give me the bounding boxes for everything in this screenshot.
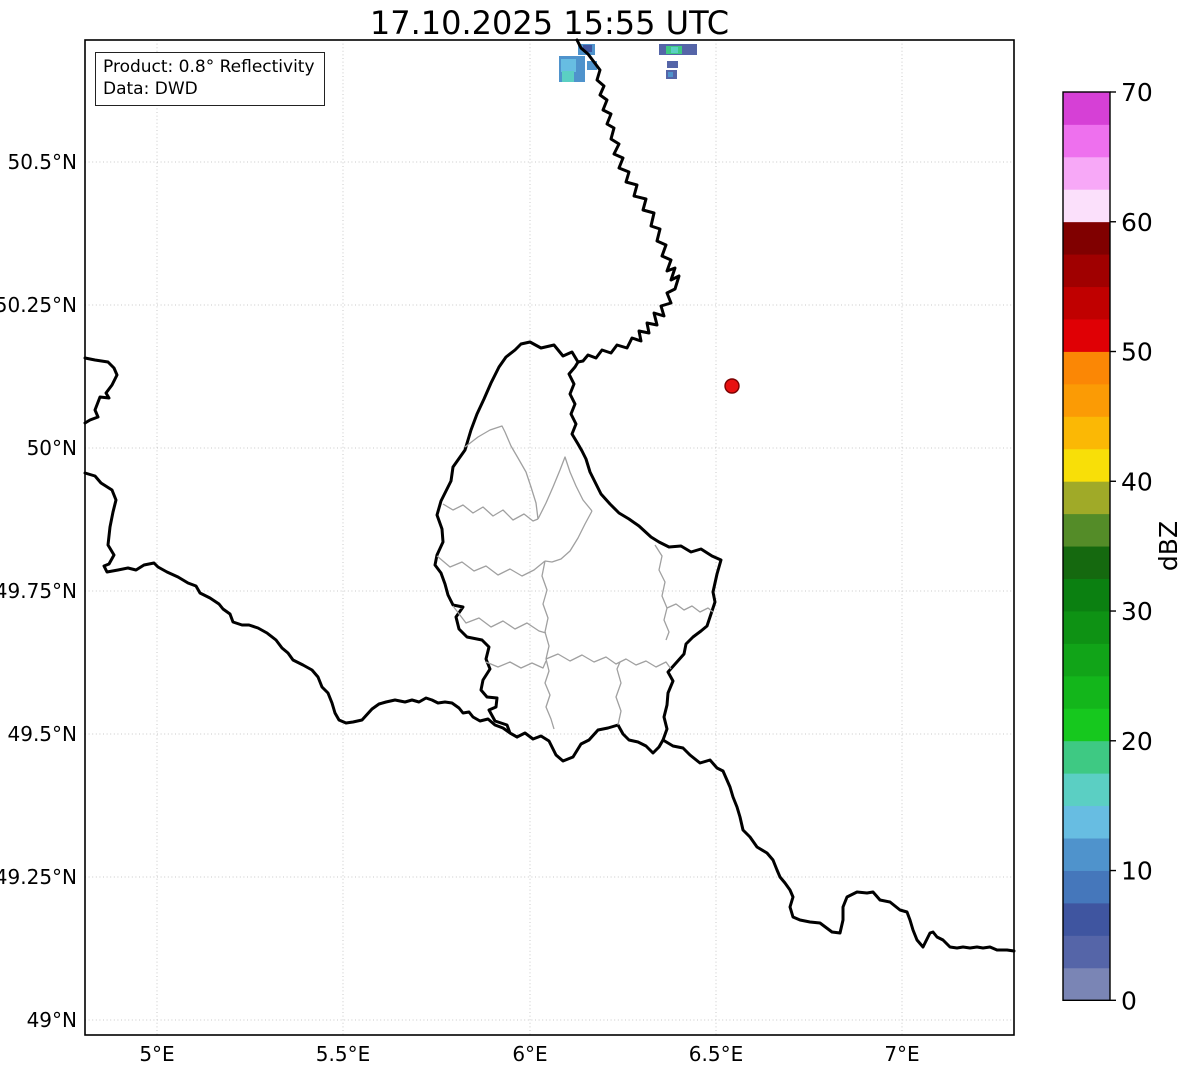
colorbar-band [1063,902,1110,936]
colorbar-band [1063,870,1110,904]
colorbar-band [1063,416,1110,450]
canton-boundary [666,603,714,613]
gridlines [85,40,1014,1035]
colorbar-band [1063,838,1110,871]
colorbar-band [1063,221,1110,255]
colorbar-band [1063,805,1110,839]
lon-tick-label: 6°E [512,1042,547,1066]
colorbar-band [1063,124,1110,158]
reflectivity-echo [583,45,592,52]
canton-boundary [485,660,547,669]
colorbar-band [1063,319,1110,352]
colorbar-outline [1062,91,1111,1001]
colorbar-band [1063,708,1110,742]
lat-tick-label: 50.5°N [8,150,78,174]
colorbar-tick-label: 50 [1121,338,1153,367]
lat-tick-label: 49.25°N [0,865,77,889]
reflectivity-echo [668,72,673,77]
reflectivity-echo [562,71,574,82]
colorbar-tick-label: 70 [1121,78,1153,107]
colorbar-tick-label: 10 [1121,857,1153,886]
colorbar-band [1063,773,1110,807]
border-belgium-germany [575,38,681,364]
canton-borders [436,425,714,730]
lat-tick-label: 49.75°N [0,579,77,603]
colorbar-band [1063,383,1110,417]
product-info-box: Product: 0.8° Reflectivity Data: DWD [95,52,325,106]
lon-tick-label: 5.5°E [316,1042,370,1066]
reflectivity-echo [667,61,678,68]
colorbar-band [1063,254,1110,288]
colorbar-band [1063,967,1110,1001]
colorbar-band [1063,189,1110,223]
colorbar-band [1063,643,1110,677]
colorbar-band [1063,578,1110,612]
colorbar-band [1063,92,1110,125]
colorbar-tick-label: 60 [1121,208,1153,237]
border-luxembourg [433,340,723,763]
canton-boundary [442,503,539,522]
radar-echoes [559,44,697,82]
colorbar-band [1063,448,1110,482]
colorbar-unit-label: dBZ [1154,521,1183,571]
canton-boundary [654,544,670,641]
colorbar-tick-label: 40 [1121,467,1153,496]
product-line: Product: 0.8° Reflectivity [103,57,315,77]
colorbar-band [1063,286,1110,320]
colorbar-band [1063,935,1110,969]
colorbar-band [1063,740,1110,774]
reflectivity-echo [561,59,576,72]
lat-tick-label: 49.5°N [8,722,78,746]
colorbar-tick-label: 30 [1121,597,1153,626]
country-borders [83,38,1016,953]
lat-tick-label: 49°N [27,1008,77,1032]
canton-boundary [545,653,672,670]
lon-tick-label: 5°E [139,1042,174,1066]
radar-site-marker [724,378,740,394]
canton-boundary [544,658,555,730]
canton-boundary [452,605,547,634]
border-france-belgium [83,471,519,739]
reflectivity-echo [587,61,597,70]
colorbar-band [1063,481,1110,515]
colorbar-tick-label: 0 [1121,986,1137,1015]
canton-boundary [464,425,539,520]
lon-tick-label: 7°E [884,1042,919,1066]
colorbar-tick-label: 20 [1121,727,1153,756]
canton-boundary [615,661,622,726]
axis-tick-labels: 5°E 5.5°E 6°E 6.5°E 7°E 50.5°N 50.25°N 50°N 49.7… [0,150,920,1066]
figure-title: 17.10.2025 15:55 UTC [369,4,730,42]
radar-site-dot [724,378,740,394]
colorbar-band [1063,513,1110,547]
lat-tick-label: 50°N [27,436,77,460]
canton-boundary [541,560,550,660]
colorbar-band [1063,351,1110,385]
lat-tick-label: 50.25°N [0,293,77,317]
canton-boundary [436,555,546,577]
colorbar-band [1063,675,1110,709]
canton-boundary [544,510,593,563]
lon-tick-label: 6.5°E [689,1042,743,1066]
reflectivity-echo [671,47,678,53]
colorbar-band [1063,546,1110,579]
canton-boundary [537,456,593,520]
colorbar-band [1063,611,1110,644]
colorbar: 70 60 50 40 30 20 10 0 dBZ [1062,78,1183,1015]
data-source-line: Data: DWD [103,79,198,99]
colorbar-band [1063,156,1110,190]
border-france-germany [661,738,1016,953]
border-france-belgium-givet [83,356,119,425]
map-frame [84,39,1015,1036]
